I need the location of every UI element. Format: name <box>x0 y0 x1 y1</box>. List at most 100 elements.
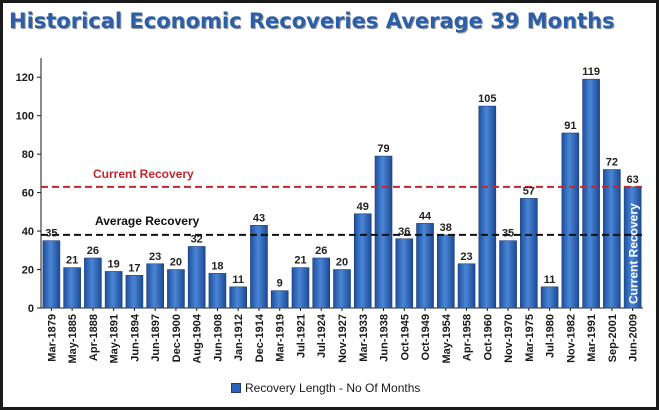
y-axis-ticks: 0 20 40 60 80 100 120 <box>16 72 41 315</box>
bar <box>353 213 372 309</box>
y-tick-label: 40 <box>22 226 34 238</box>
x-tick-label: Oct-1949 <box>420 314 432 360</box>
chart-title: Historical Economic Recoveries Average 3… <box>9 9 615 33</box>
x-tick-label: Sep-2001 <box>607 314 619 362</box>
bar <box>603 169 621 309</box>
bar-value-label: 79 <box>377 143 389 155</box>
bar <box>312 257 331 309</box>
x-tick-label: Jan-1912 <box>233 314 245 361</box>
x-tick-label: Mar-1933 <box>358 314 370 362</box>
bar <box>84 257 102 309</box>
bar-value-label: 49 <box>357 201 369 213</box>
bar <box>146 263 164 309</box>
x-tick-label: Mar-1879 <box>46 314 58 362</box>
bar-value-label: 21 <box>66 255 78 267</box>
y-tick-label: 60 <box>22 188 34 200</box>
bar-value-label: 38 <box>440 222 452 234</box>
bar <box>582 78 600 309</box>
bar <box>125 275 144 309</box>
x-tick-label: Mar-1975 <box>524 314 536 362</box>
x-axis-ticks: Mar-1879 May-1885 Apr-1888 May-1891 Jun-1894… <box>46 308 640 364</box>
bar <box>291 267 310 309</box>
bar-value-label: 11 <box>544 274 556 286</box>
bar-value-label: 63 <box>626 174 638 186</box>
bar-value-label: 35 <box>45 228 57 240</box>
bar-value-label: 72 <box>606 157 618 169</box>
x-tick-label: Dec-1900 <box>171 314 183 362</box>
bar <box>457 263 476 309</box>
bar <box>416 223 434 309</box>
x-tick-label: Jul-1980 <box>545 314 557 358</box>
x-tick-label: Jun-2009 <box>628 314 640 362</box>
x-tick-label: Dec-1914 <box>254 313 266 362</box>
bar-value-label: 26 <box>315 245 327 257</box>
data-labels: 35 21 26 19 17 23 20 32 18 11 43 9 21 26 20 49 79 36 44 38 2… <box>45 66 638 290</box>
x-tick-label: Oct-1960 <box>482 314 494 360</box>
bar-value-label: 44 <box>419 210 432 222</box>
bar <box>104 271 123 309</box>
reference-lines: Current Recovery Average Recovery <box>41 167 643 236</box>
bar-value-label: 23 <box>149 251 161 263</box>
x-tick-label: Apr-1888 <box>88 314 100 361</box>
bar <box>520 198 538 309</box>
bar-value-label: 9 <box>277 278 283 290</box>
x-tick-label: Nov-1927 <box>337 314 349 363</box>
bar-value-label: 26 <box>87 245 99 257</box>
bar-value-label: 11 <box>232 274 244 286</box>
bar <box>540 286 559 309</box>
reference-line-label: Average Recovery <box>95 214 200 228</box>
bar-value-label: 19 <box>108 258 120 270</box>
x-tick-label: Mar-1919 <box>275 314 287 362</box>
bar <box>42 240 61 309</box>
x-tick-label: Oct-1945 <box>399 314 411 360</box>
bar-value-label: 119 <box>582 66 600 78</box>
y-tick-label: 20 <box>22 265 34 277</box>
bar <box>499 240 517 309</box>
annotations: Current Recovery <box>627 203 641 304</box>
bar-value-label: 57 <box>523 185 535 197</box>
x-tick-label: Mar-1991 <box>586 314 598 362</box>
x-tick-label: Nov-1970 <box>503 314 515 363</box>
bar-chart: 0 20 40 60 80 100 120 Current Recovery Average … <box>16 58 643 364</box>
bar-value-label: 23 <box>460 251 472 263</box>
bar-value-label: 17 <box>128 262 140 274</box>
bar-value-label: 35 <box>502 228 514 240</box>
x-tick-label: Jul-1924 <box>316 313 328 358</box>
legend-label: Recovery Length - No Of Months <box>245 381 421 395</box>
bar-annotation: Current Recovery <box>627 203 641 304</box>
bar-value-label: 32 <box>191 233 203 245</box>
x-tick-label: Jun-1908 <box>212 314 224 362</box>
bar-value-label: 20 <box>170 257 182 269</box>
reference-line-label: Current Recovery <box>93 167 194 181</box>
bar <box>208 273 227 309</box>
legend-swatch <box>231 383 241 393</box>
bar <box>270 290 289 309</box>
x-tick-label: Jun-1897 <box>150 314 162 362</box>
bar-value-label: 20 <box>336 257 348 269</box>
bar <box>167 269 185 309</box>
bar <box>187 246 206 309</box>
x-tick-label: Nov-1982 <box>565 314 577 363</box>
y-tick-label: 100 <box>16 111 34 123</box>
x-tick-label: May-1954 <box>441 313 453 363</box>
bar <box>250 225 268 309</box>
bar <box>229 286 248 309</box>
bar <box>478 105 497 309</box>
x-tick-label: Apr-1958 <box>462 314 474 361</box>
x-tick-label: Jul-1921 <box>295 314 307 358</box>
bar <box>561 132 580 309</box>
bar-value-label: 105 <box>478 93 496 105</box>
legend: Recovery Length - No Of Months <box>231 381 420 395</box>
x-tick-label: May-1891 <box>109 314 121 364</box>
bar-value-label: 18 <box>211 260 223 272</box>
bar-value-label: 36 <box>398 226 410 238</box>
bar-value-label: 21 <box>294 255 306 267</box>
y-tick-label: 0 <box>28 303 34 315</box>
bar <box>395 238 414 309</box>
bar <box>63 267 81 309</box>
bar <box>374 155 393 309</box>
x-tick-label: May-1885 <box>67 314 79 364</box>
x-tick-label: Aug-1904 <box>192 313 204 363</box>
y-tick-label: 120 <box>16 72 34 84</box>
